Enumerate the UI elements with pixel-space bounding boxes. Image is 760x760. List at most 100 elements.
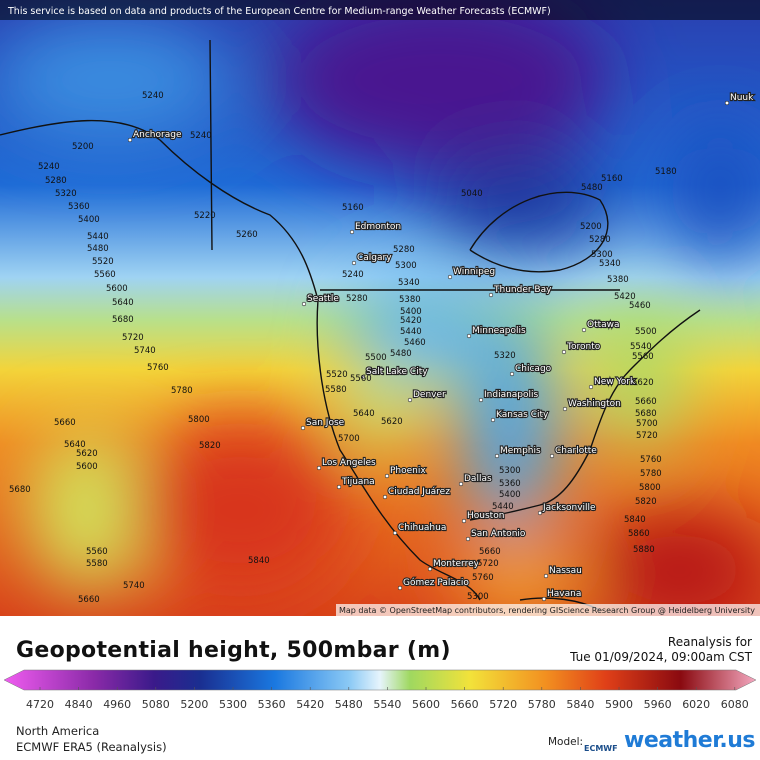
contour-label: 5600	[106, 284, 128, 294]
contour-label: 5700	[338, 434, 360, 444]
city-label: Gómez Palacio	[403, 577, 469, 588]
contour-label: 5280	[589, 235, 611, 245]
colorbar-tick-label: 5360	[258, 698, 286, 711]
contour-label: 5660	[78, 595, 100, 605]
contour-label: 5520	[326, 370, 348, 380]
city-label: Winnipeg	[453, 267, 495, 277]
notice: This service is based on data and produc…	[7, 6, 551, 17]
contour-label: 5420	[614, 292, 636, 302]
city-label: New York	[594, 377, 636, 387]
city-label: Houston	[467, 511, 504, 521]
city-label: Tijuana	[341, 477, 375, 487]
contour-label: 5600	[76, 462, 98, 472]
notice-bg	[0, 0, 760, 20]
city-dot	[392, 530, 398, 536]
colorbar-tick-label: 5780	[528, 698, 556, 711]
city-label: Monterrey	[433, 559, 480, 569]
city-label: Nuuk	[730, 93, 754, 103]
city-label: Thunder Bay	[493, 285, 552, 295]
city-dot	[351, 260, 357, 266]
contour-label: 5540	[630, 342, 652, 352]
city-dot	[300, 425, 306, 431]
city-dot	[397, 585, 403, 591]
contour-label: 5280	[346, 294, 368, 304]
city-label: Dallas	[464, 474, 492, 484]
contour-label: 5700	[636, 419, 658, 429]
contour-label: 5560	[94, 270, 116, 280]
model-name: ECMWF ERA5 (Reanalysis)	[16, 740, 167, 754]
contour-label: 5560	[632, 352, 654, 362]
colorbar-tick-label: 5660	[451, 698, 479, 711]
contour-label: 5200	[580, 222, 602, 232]
contour-label: 5180	[655, 167, 677, 177]
contour-label: 5500	[635, 327, 657, 337]
colorbar-tick-label: 4720	[26, 698, 54, 711]
contour-label: 5480	[390, 349, 412, 359]
city-dot	[427, 566, 433, 572]
contour-label: 5240	[190, 131, 212, 141]
city-label: Charlotte	[555, 446, 597, 456]
contour-label: 5480	[87, 244, 109, 254]
city-dot	[384, 473, 390, 479]
city-dot	[561, 349, 567, 355]
contour-label: 5840	[248, 556, 270, 566]
colorbar-tick-label: 5080	[142, 698, 170, 711]
city-dot	[316, 465, 322, 471]
contour-label: 5460	[404, 338, 426, 348]
city-label: Nassau	[549, 566, 582, 576]
contour-label: 5840	[624, 515, 646, 525]
colorbar-tick-label: 5960	[644, 698, 672, 711]
contour-label: 5040	[461, 189, 483, 199]
city-label: Washington	[568, 399, 621, 409]
contour-label: 5200	[72, 142, 94, 152]
city-label: Indianapolis	[484, 390, 539, 400]
city-label: Los Angeles	[322, 458, 376, 468]
contour-label: 5620	[76, 449, 98, 459]
contour-label: 5880	[633, 545, 655, 555]
contour-label: 5660	[635, 397, 657, 407]
contour-label: 5580	[86, 559, 108, 569]
contour-label: 5780	[640, 469, 662, 479]
city-dot	[127, 137, 133, 143]
contour-label: 5580	[325, 385, 347, 395]
city-dot	[458, 481, 464, 487]
city-dot	[509, 371, 515, 377]
contour-label: 5280	[393, 245, 415, 255]
title: Geopotential height, 500mbar (m)	[16, 638, 451, 663]
contour-label: 5760	[147, 363, 169, 373]
contour-label: 5640	[112, 298, 134, 308]
contour-label: 5860	[628, 529, 650, 539]
contour-label: 5680	[9, 485, 31, 495]
colorbar: 4720 4840 4960 5080 5200 5300 5360 5420 5480 5540…	[3, 669, 757, 711]
city-dot	[490, 417, 496, 423]
contour-label: 5760	[472, 573, 494, 583]
city-label: Calgary	[357, 253, 392, 263]
contour-label: 5380	[399, 295, 421, 305]
city-dot	[549, 453, 555, 459]
contour-label: 5400	[499, 490, 521, 500]
city-dot	[466, 333, 472, 339]
contour-label: 5680	[112, 315, 134, 325]
city-label: Chicago	[515, 364, 552, 374]
city-dot	[581, 327, 587, 333]
colorbar-tick-label: 5480	[335, 698, 363, 711]
city-label: Minneapolis	[472, 326, 526, 336]
city-dot	[488, 292, 494, 298]
contour-label: 5440	[400, 327, 422, 337]
contour-label: 5300	[499, 466, 521, 476]
contour-label: 5560	[86, 547, 108, 557]
city-label: Jacksonville	[542, 503, 596, 513]
city-label: Salt Lake City	[366, 367, 428, 377]
city-dot	[465, 536, 471, 542]
field-blobs	[0, 0, 760, 616]
city-dot	[360, 374, 366, 380]
contour-label: 5160	[601, 174, 623, 184]
city-label: Phoenix	[390, 466, 426, 476]
colorbar-ramp	[3, 669, 757, 691]
contour-label: 5640	[353, 409, 375, 419]
contour-label: 5660	[54, 418, 76, 428]
colorbar-tick-label: 5420	[296, 698, 324, 711]
contour-label: 5720	[122, 333, 144, 343]
contour-label: 5240	[342, 270, 364, 280]
